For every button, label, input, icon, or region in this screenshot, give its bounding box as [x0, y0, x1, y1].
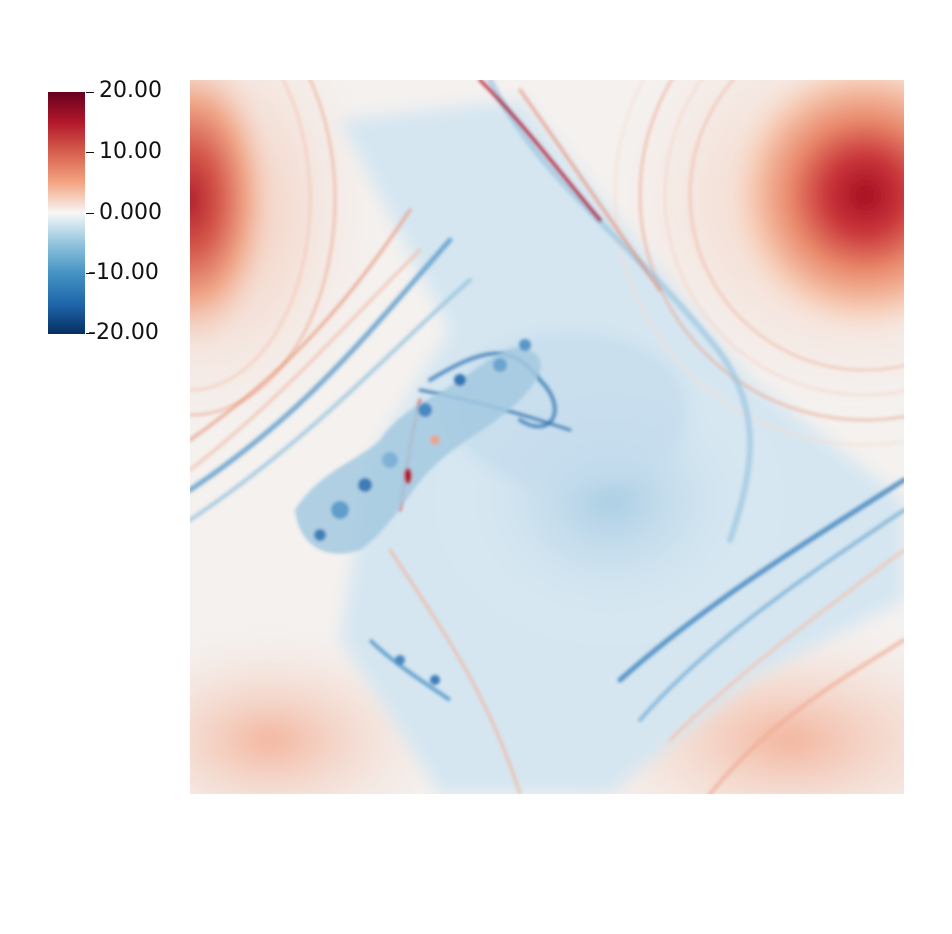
- colorbar-tick: [86, 333, 94, 334]
- colorbar-label-min: -20.00: [88, 320, 159, 345]
- colorbar-label-high: 10.00: [99, 139, 162, 164]
- colorbar-label-low: -10.00: [88, 260, 159, 285]
- colorbar-tick: [86, 273, 94, 274]
- colorbar-tick: [86, 92, 94, 93]
- colorbar-label-max: 20.00: [99, 78, 162, 103]
- colorbar-label-zero: 0.000: [99, 200, 162, 225]
- vorticity-field-image: [190, 80, 904, 794]
- colorbar: [48, 92, 85, 334]
- colorbar-tick: [86, 213, 94, 214]
- colorbar-tick: [86, 152, 94, 153]
